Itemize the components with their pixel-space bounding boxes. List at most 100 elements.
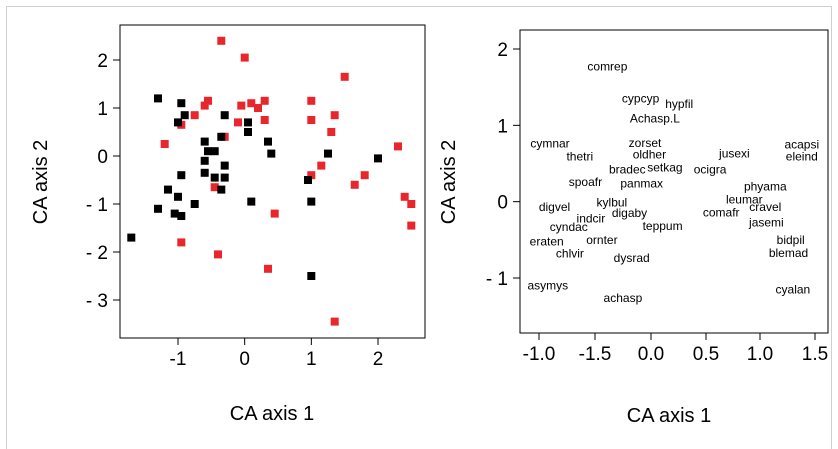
species-label: cyndac [550,220,588,234]
species-label: cymnar [530,137,569,151]
species-label: eleind [786,150,818,164]
species-label: bradec [609,163,646,177]
red-point [247,99,256,108]
left-x-tick-label: -1 [170,349,187,370]
species-label: ornter [586,233,617,247]
black-point [220,173,229,182]
red-point [270,209,279,218]
black-point [210,173,219,182]
right-y-tick-label: - 1 [486,269,508,290]
red-point [330,317,339,326]
species-label: dysrad [614,251,650,265]
species-label: cyalan [776,283,811,297]
black-point [204,147,212,156]
left-x-tick-label: 0 [239,349,250,370]
species-label: oldher [633,147,666,161]
right-x-tick-label: 0.0 [638,344,664,365]
red-point [260,116,269,124]
species-label: Achasp.L [630,112,680,126]
left-y-tick-label: - 2 [86,243,108,264]
black-point [267,149,276,158]
black-point [154,94,162,103]
species-label: comrep [587,60,627,74]
species-label: spoafr [569,175,602,189]
red-point [160,140,169,148]
left-panel-scatter: -1 0 1 2 - 3 - 2 - 1 0 1 2 CA axis 1 CA axis 2 [30,24,426,425]
black-point [174,192,182,201]
black-point [307,197,316,206]
left-y-tick-label: 1 [97,99,108,120]
black-point [177,212,186,220]
species-label: asymys [527,279,568,293]
species-label: cravel [749,200,781,214]
right-y-axis-title: CA axis 2 [438,140,460,224]
black-point [200,137,209,146]
species-label: teppum [643,219,683,233]
red-point [307,96,316,105]
left-y-tick-label: - 3 [86,291,108,312]
black-point [177,171,186,180]
species-label: phyama [744,179,787,193]
species-label: eraten [530,234,564,248]
black-point [127,233,136,242]
black-point [217,185,226,194]
species-label: indcir [577,212,606,226]
left-x-axis-title: CA axis 1 [230,403,314,425]
right-x-axis: -1.0 -1.5 0.0 0.5 1.0 1.5 [523,333,828,365]
red-point [330,111,339,120]
red-point [407,200,416,208]
black-point [374,154,382,163]
left-y-axis: - 3 - 2 - 1 0 1 2 [86,51,120,312]
black-point [200,156,209,165]
left-y-tick-label: - 1 [86,195,108,216]
figure-frame [6,6,832,449]
right-y-tick-label: 1 [497,116,508,137]
species-label: acapsi [784,137,819,151]
species-label: setkag [647,160,682,174]
red-point [200,101,209,110]
species-label: jusexi [718,147,750,161]
red-point [407,221,416,230]
right-x-tick-label: 0.5 [693,344,719,365]
species-label: blemad [769,246,808,260]
left-x-tick-label: 1 [306,349,317,370]
red-point [317,161,326,170]
black-point [247,197,256,206]
red-point [360,171,369,180]
red-point [264,264,272,273]
red-point [210,183,219,192]
right-x-tick-label: 1.0 [747,344,773,365]
black-point [307,272,316,280]
species-label: achasp [604,291,643,305]
species-label: thetri [566,150,593,164]
black-point [220,111,229,120]
species-label: cypcyp [622,92,660,106]
black-point [217,132,226,141]
left-points [127,36,416,326]
red-point [234,118,242,127]
red-point [260,96,269,105]
right-y-tick-label: 2 [497,40,508,61]
black-point [200,168,209,177]
black-point [244,128,252,136]
species-label: digvel [539,200,570,214]
right-x-tick-label: -1.0 [523,344,556,365]
red-point [214,250,222,259]
red-point [237,101,246,110]
black-point [154,204,162,213]
black-point [244,118,252,127]
right-panel-text-scatter: -1.0 -1.5 0.0 0.5 1.0 1.5 - 1 0 1 2 comrep cypcyp… [438,29,829,427]
black-point [210,147,219,156]
black-point [164,185,172,194]
black-point [324,149,332,158]
species-label: hypfil [665,97,693,111]
red-point [400,192,409,201]
species-label: panmax [620,176,663,190]
black-point [170,209,179,218]
black-point [304,176,312,184]
species-label: kylbul [597,195,628,209]
red-point [204,96,212,105]
left-plot-box [119,24,426,339]
